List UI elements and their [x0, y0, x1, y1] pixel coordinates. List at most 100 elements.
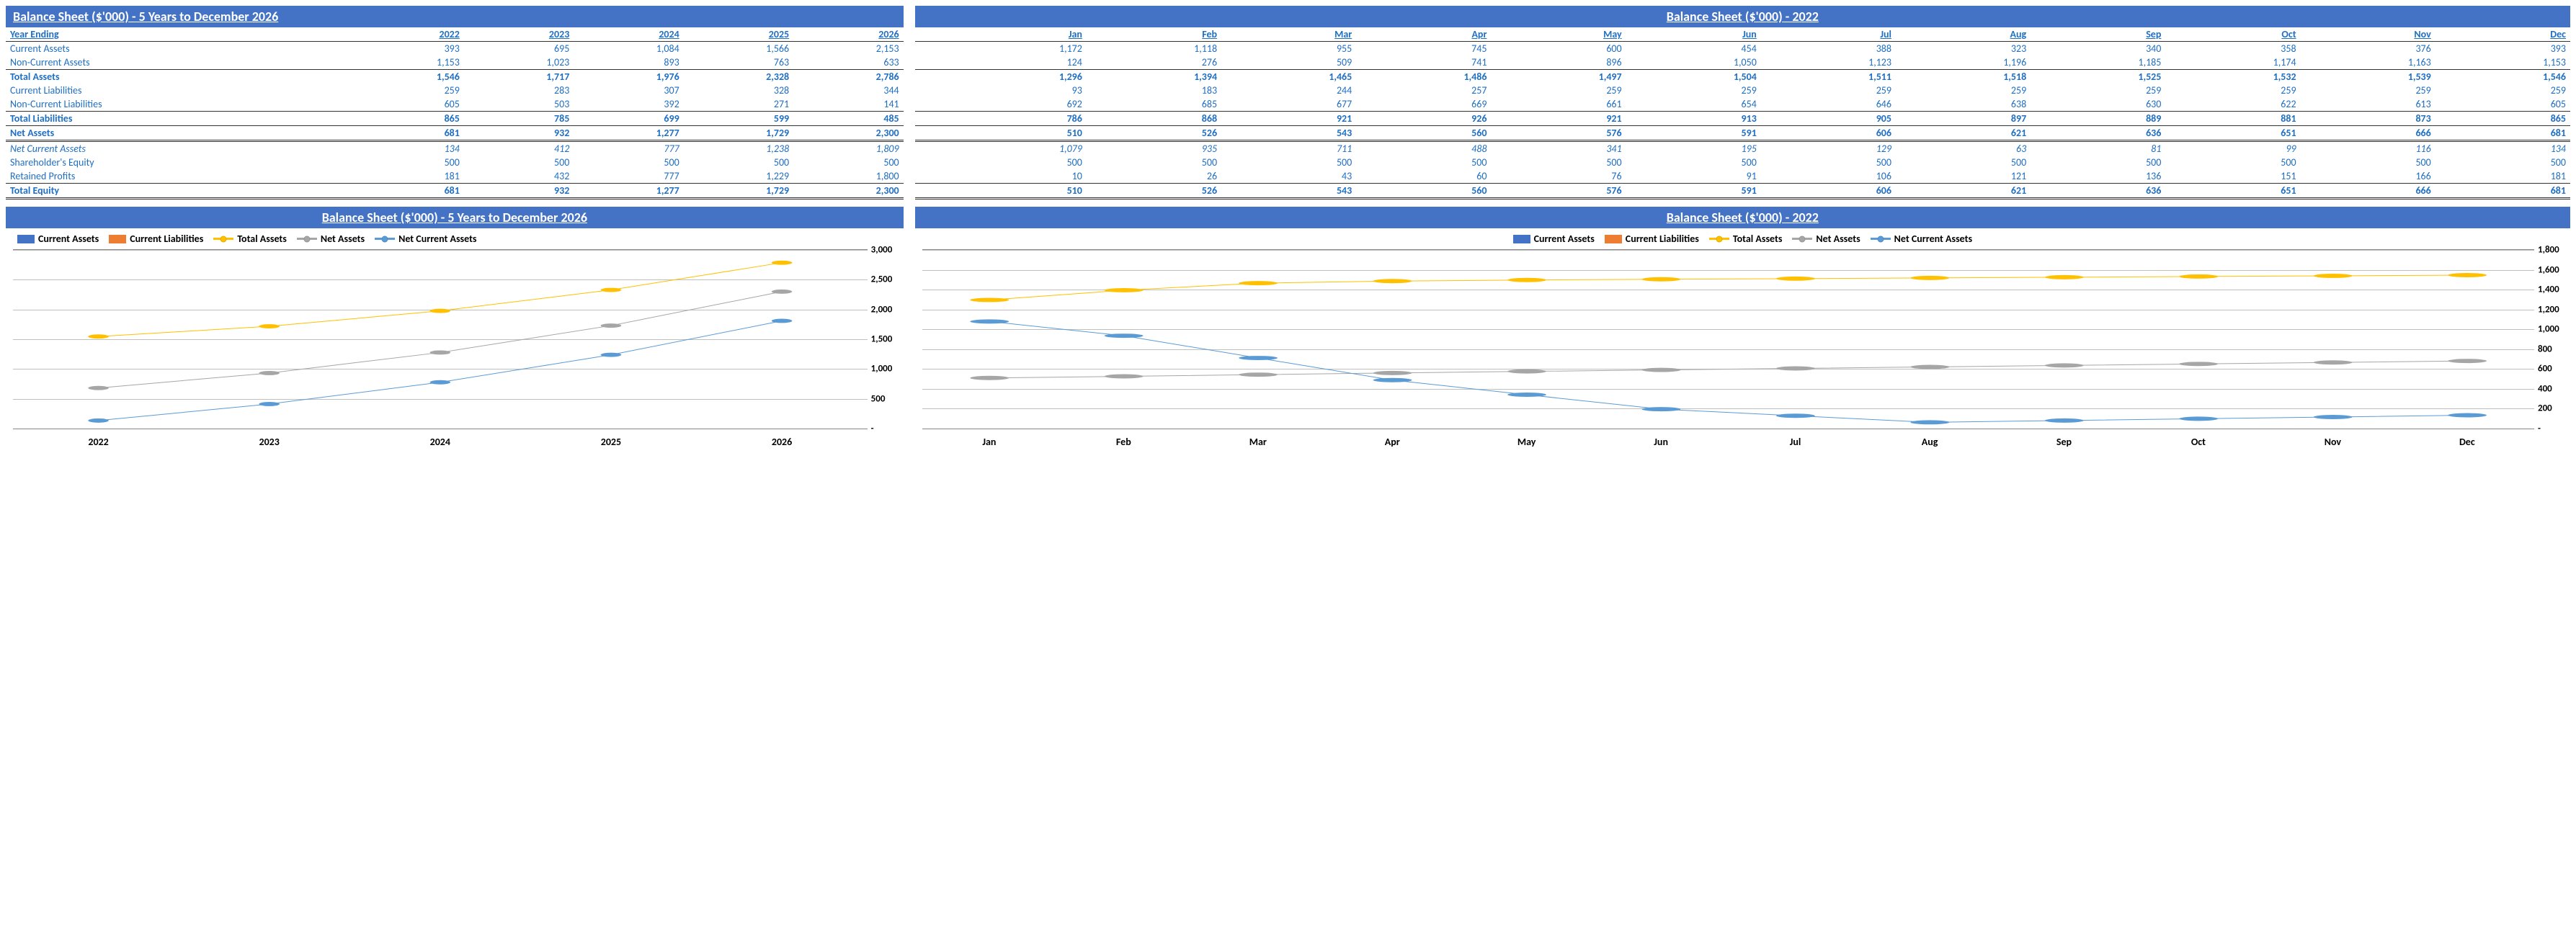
x-tick: Jul [1728, 436, 1862, 448]
line-net-current-assets [989, 321, 2467, 422]
marker [1776, 367, 1815, 371]
cell: 1,123 [1761, 55, 1896, 70]
cell: 873 [2301, 112, 2435, 126]
col-header: Feb [1087, 27, 1221, 42]
cell: 1,185 [2031, 55, 2165, 70]
col-header: Jan [952, 27, 1087, 42]
cell: 93 [952, 84, 1087, 97]
cell: 1,153 [354, 55, 463, 70]
legend-current-assets: Current Assets [1513, 233, 1595, 245]
legend-total-assets: Total Assets [1709, 233, 1783, 245]
cell: 669 [1356, 97, 1491, 112]
y-tick: 500 [871, 393, 904, 404]
row-label: Retained Profits [6, 169, 354, 184]
legend-current-liabilities: Current Liabilities [109, 233, 203, 245]
cell: 921 [1221, 112, 1356, 126]
cell: 99 [2165, 141, 2300, 156]
cell: 651 [2165, 184, 2300, 199]
cell: 1,566 [684, 42, 793, 56]
x-tick: Jun [1594, 436, 1728, 448]
row-label: Net Current Assets [6, 141, 354, 156]
cell: 1,539 [2301, 70, 2435, 84]
cell: 81 [2031, 141, 2165, 156]
x-tick: May [1459, 436, 1593, 448]
cell: 677 [1221, 97, 1356, 112]
cell: 543 [1221, 126, 1356, 141]
cell: 868 [1087, 112, 1221, 126]
left-chart-panel: Balance Sheet ($'000) - 5 Years to Decem… [6, 207, 904, 451]
cell: 134 [2435, 141, 2570, 156]
marker [1641, 407, 1680, 411]
marker [1641, 368, 1680, 372]
line-net-assets [99, 292, 783, 388]
table-row: 692685677669661654646638630622613605 [915, 97, 2570, 112]
cell: 560 [1356, 184, 1491, 199]
col-header: Jun [1626, 27, 1761, 42]
table-row: Total Equity6819321,2771,7292,300 [6, 184, 904, 199]
cell: 905 [1761, 112, 1896, 126]
y-tick: 3,000 [871, 245, 904, 256]
cell: 166 [2301, 169, 2435, 184]
left-legend: Current AssetsCurrent LiabilitiesTotal A… [6, 228, 904, 249]
table-row: 500500500500500500500500500500500500 [915, 156, 2570, 169]
marker [2045, 275, 2084, 279]
cell: 259 [2031, 84, 2165, 97]
cell: 695 [464, 42, 574, 56]
cell: 376 [2301, 42, 2435, 56]
cell: 1,525 [2031, 70, 2165, 84]
x-tick: 2026 [697, 436, 868, 448]
row-label [915, 156, 952, 169]
cell: 926 [1356, 112, 1491, 126]
cell: 932 [464, 126, 574, 141]
row-label: Non-Current Assets [6, 55, 354, 70]
cell: 283 [464, 84, 574, 97]
row-label [915, 70, 952, 84]
cell: 1,394 [1087, 70, 1221, 84]
legend-net-assets: Net Assets [297, 233, 365, 245]
marker [2045, 418, 2084, 423]
cell: 1,050 [1626, 55, 1761, 70]
marker [2313, 274, 2352, 278]
x-tick: Dec [2400, 436, 2534, 448]
cell: 633 [793, 55, 904, 70]
cell: 666 [2301, 184, 2435, 199]
cell: 1,729 [684, 126, 793, 141]
cell: 661 [1491, 97, 1626, 112]
cell: 509 [1221, 55, 1356, 70]
col-header: Aug [1896, 27, 2031, 42]
marker [1910, 420, 1949, 424]
marker [259, 371, 279, 375]
marker [2313, 415, 2352, 419]
cell: 500 [464, 156, 574, 169]
table-row: 1,2961,3941,4651,4861,4971,5041,5111,518… [915, 70, 2570, 84]
marker [1910, 276, 1949, 280]
cell: 777 [574, 141, 683, 156]
marker [601, 353, 621, 357]
line-layer [13, 250, 868, 429]
cell: 328 [684, 84, 793, 97]
table-row: Shareholder's Equity500500500500500 [6, 156, 904, 169]
table-row: Total Liabilities865785699599485 [6, 112, 904, 126]
table-row: Net Current Assets1344127771,2381,809 [6, 141, 904, 156]
cell: 1,486 [1356, 70, 1491, 84]
top-row: Balance Sheet ($'000) - 5 Years to Decem… [6, 6, 2570, 200]
marker [1373, 279, 1412, 283]
marker [1641, 277, 1680, 282]
cell: 244 [1221, 84, 1356, 97]
cell: 865 [2435, 112, 2570, 126]
col-header: Nov [2301, 27, 2435, 42]
cell: 412 [464, 141, 574, 156]
cell: 1,277 [574, 184, 683, 199]
row-label [915, 84, 952, 97]
row-label: Total Assets [6, 70, 354, 84]
cell: 63 [1896, 141, 2031, 156]
cell: 510 [952, 184, 1087, 199]
col-header: Dec [2435, 27, 2570, 42]
marker [970, 319, 1009, 323]
cell: 893 [574, 55, 683, 70]
marker [601, 288, 621, 292]
cell: 1,497 [1491, 70, 1626, 84]
cell: 1,196 [1896, 55, 2031, 70]
table-row: 1,079935711488341195129638199116134 [915, 141, 2570, 156]
cell: 1,809 [793, 141, 904, 156]
